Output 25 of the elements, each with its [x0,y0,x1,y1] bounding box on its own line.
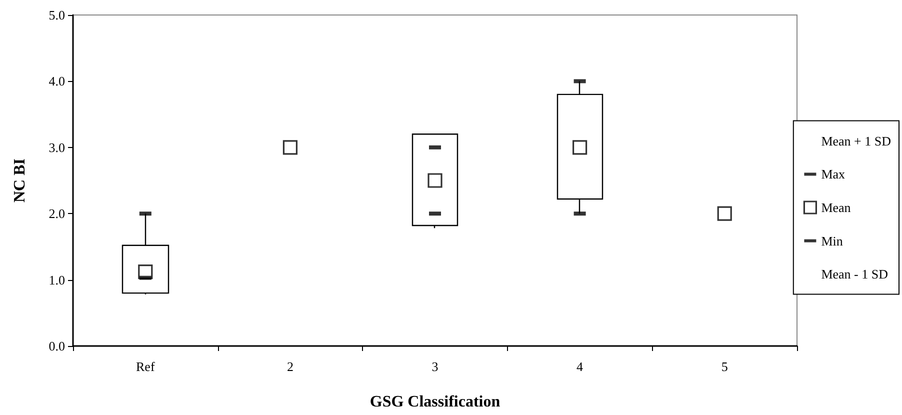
x-tick-label: 2 [286,359,294,374]
candlestick [556,80,604,214]
y-tick-label: 5.0 [48,8,65,22]
legend-label: Mean - 1 SD [821,266,888,282]
legend-label: Mean [821,200,852,215]
x-tick-label: 3 [432,359,438,374]
legend-label: Mean + 1 SD [821,134,892,149]
legend-label: Max [821,166,846,182]
point [572,140,588,155]
y-tick-label: 2.0 [48,206,65,222]
legend-label: Min [821,233,844,248]
point [717,206,732,221]
candlestick [122,213,170,295]
x-tick-label: 4 [576,359,584,374]
y-axis-title: NC BI [12,158,28,203]
y-tick-label: 1.0 [48,272,65,288]
y-tick-label: 3.0 [48,140,65,155]
y-tick-label: 4.0 [48,74,65,89]
x-tick-label: 5 [721,359,728,374]
candlestick [412,134,458,229]
point [282,140,298,155]
point [428,173,442,188]
x-axis-title: GSG Classification [370,394,500,410]
x-tick-label: Ref [136,359,156,374]
y-tick-label: 0.0 [48,338,65,354]
